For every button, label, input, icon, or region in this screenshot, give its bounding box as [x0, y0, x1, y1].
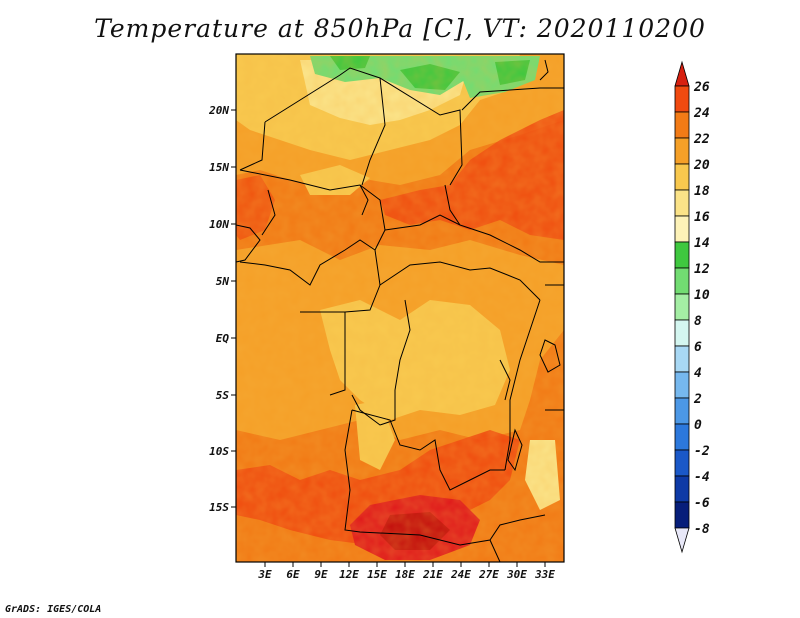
lat-label: 10S: [209, 445, 229, 458]
colorbar-label: 8: [694, 314, 702, 329]
colorbar-swatch: [674, 85, 690, 113]
lon-labels: 3E 6E 9E 12E 15E 18E 21E 24E 27E 30E 33E: [257, 568, 555, 581]
colorbar-label: 10: [694, 288, 710, 303]
colorbar-swatch: [674, 189, 690, 217]
lon-label: 33E: [534, 568, 555, 581]
colorbar-label: -8: [694, 522, 710, 537]
lon-label: 6E: [286, 568, 300, 581]
lon-label: 15E: [367, 568, 387, 581]
lat-labels: 20N 15N 10N 5N EQ 5S 10S 15S: [208, 104, 229, 514]
temperature-field: [236, 54, 564, 562]
colorbar-swatch: [674, 215, 690, 243]
colorbar-label: 22: [693, 132, 710, 147]
colorbar-label: 16: [694, 210, 710, 225]
colorbar-swatch: [674, 241, 690, 269]
colorbar-label: 14: [694, 236, 710, 251]
lon-label: 18E: [395, 568, 415, 581]
colorbar-label: -6: [694, 496, 710, 511]
lat-label: 5S: [216, 389, 230, 402]
lon-label: 27E: [478, 568, 499, 581]
chart-title: Temperature at 850hPa [C], VT: 202011020…: [94, 14, 706, 43]
colorbar-label: 6: [694, 340, 702, 355]
lon-label: 3E: [257, 568, 272, 581]
lon-label: 12E: [339, 568, 359, 581]
colorbar-swatch: [674, 449, 690, 477]
lon-label: 24E: [450, 568, 471, 581]
colorbar-swatch: [674, 111, 690, 139]
colorbar-label: -2: [694, 444, 710, 459]
lon-label: 30E: [506, 568, 527, 581]
lon-ticks: [264, 562, 546, 567]
lat-label: EQ: [216, 332, 230, 345]
map-frame: [235, 53, 565, 563]
colorbar-label: 26: [693, 80, 710, 95]
lat-label: 10N: [209, 218, 229, 231]
lat-label: 5N: [216, 275, 230, 288]
lat-label: 20N: [208, 104, 229, 117]
colorbar-swatch: [674, 501, 690, 529]
colorbar-swatch: [674, 319, 690, 347]
colorbar-label: -4: [694, 470, 710, 485]
colorbar-label: 12: [694, 262, 710, 277]
colorbar-swatch: [674, 397, 690, 425]
colorbar-swatch: [674, 345, 690, 373]
colorbar-swatch: [674, 475, 690, 503]
colorbar-swatch: [674, 423, 690, 451]
lon-label: 9E: [314, 568, 328, 581]
credits-label: GrADS: IGES/COLA: [5, 604, 102, 615]
lat-label: 15S: [209, 501, 229, 514]
colorbar-swatch: [674, 371, 690, 399]
lon-label: 21E: [422, 568, 443, 581]
colorbar-label: 2: [693, 392, 702, 407]
colorbar-label: 0: [694, 418, 702, 433]
lat-label: 15N: [209, 161, 229, 174]
country-borders: [236, 59, 564, 562]
colorbar-bottom-arrow: [674, 527, 690, 554]
colorbar-swatch: [674, 137, 690, 165]
colorbar-label: 4: [694, 366, 702, 381]
colorbar-label: 24: [693, 106, 710, 121]
lat-ticks: [231, 109, 236, 508]
colorbar-swatch: [674, 267, 690, 295]
colorbar-label: 20: [693, 158, 710, 173]
colorbar-label: 18: [694, 184, 710, 199]
colorbar-swatch: [674, 293, 690, 321]
colorbar-swatch: [674, 163, 690, 191]
colorbar-top-arrow: [674, 60, 690, 87]
